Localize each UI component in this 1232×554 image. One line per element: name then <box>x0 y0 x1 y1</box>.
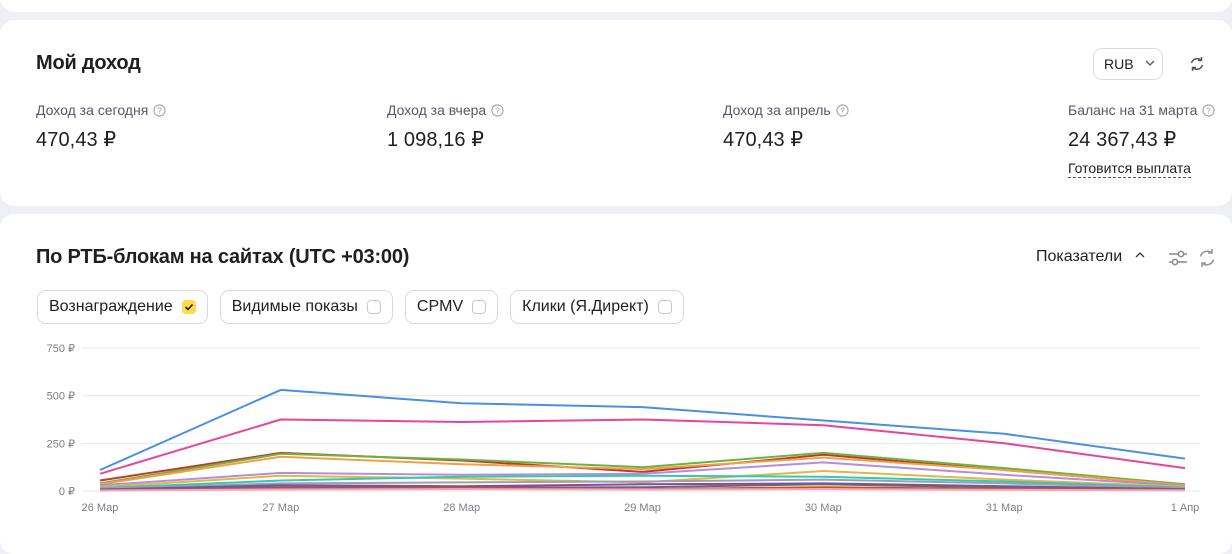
currency-value: RUB <box>1104 56 1134 72</box>
metric-april: Доход за апрель ? 470,43 ₽ <box>723 102 849 152</box>
help-icon[interactable]: ? <box>1202 103 1215 117</box>
checkbox-checked-icon[interactable] <box>181 300 196 314</box>
chip-label: CPMV <box>416 298 464 315</box>
series-line-12[interactable] <box>99 488 1186 492</box>
checkbox-icon[interactable] <box>472 300 487 314</box>
metric-yesterday: Доход за вчера ? 1 098,16 ₽ <box>387 102 504 152</box>
chip-visible-impressions[interactable]: Видимые показы <box>219 290 393 324</box>
x-tick-label: 30 Мар <box>805 502 842 514</box>
metric-label: Доход за вчера <box>387 102 487 118</box>
chip-label: Клики (Я.Директ) <box>522 298 649 315</box>
metric-value: 24 367,43 ₽ <box>1068 129 1177 151</box>
payout-status-link[interactable]: Готовится выплата <box>1068 160 1191 178</box>
help-icon[interactable]: ? <box>836 103 849 117</box>
x-tick-label: 26 Мар <box>82 502 119 514</box>
series-line-0[interactable] <box>99 388 1186 471</box>
y-tick-label: 500 ₽ <box>47 391 75 403</box>
refresh-icon[interactable] <box>1187 54 1207 74</box>
y-tick-label: 250 ₽ <box>47 438 75 450</box>
y-tick-label: 750 ₽ <box>47 343 75 355</box>
chevron-up-icon <box>1134 248 1146 266</box>
metric-label: Доход за сегодня <box>36 102 149 118</box>
metric-value: 470,43 ₽ <box>36 129 117 151</box>
chip-label: Видимые показы <box>231 298 358 315</box>
chart-section-title: По РТБ-блокам на сайтах (UTC +03:00) <box>36 246 410 268</box>
income-title: Мой доход <box>36 52 141 74</box>
metric-value: 470,43 ₽ <box>723 129 804 151</box>
x-tick-label: 1 Апр <box>1171 502 1200 514</box>
series-line-10[interactable] <box>99 483 1186 491</box>
series-line-4[interactable] <box>99 455 1186 487</box>
currency-select[interactable]: RUB <box>1093 48 1163 80</box>
svg-text:?: ? <box>157 105 162 115</box>
series-line-5[interactable] <box>99 461 1186 487</box>
top-card-edge <box>0 0 1232 12</box>
series-line-7[interactable] <box>99 474 1186 490</box>
revenue-line-chart: 0 ₽ 250 ₽ 500 ₽ 750 ₽ 26 Мар 27 Мар 28 Мар 29 М… <box>47 343 1200 514</box>
svg-text:?: ? <box>1207 105 1212 115</box>
series-line-8[interactable] <box>99 478 1186 490</box>
help-icon[interactable]: ? <box>491 103 504 117</box>
filter-settings-icon[interactable] <box>1167 247 1189 269</box>
help-icon[interactable]: ? <box>153 103 166 117</box>
x-tick-label: 29 Мар <box>624 502 661 514</box>
metric-balance: Баланс на 31 марта ? 24 367,43 ₽ Готовит… <box>1068 102 1215 178</box>
metric-value: 1 098,16 ₽ <box>387 129 485 151</box>
metric-today: Доход за сегодня ? 470,43 ₽ <box>36 102 166 152</box>
x-tick-label: 27 Мар <box>262 502 299 514</box>
indicators-label: Показатели <box>1036 248 1123 265</box>
series-line-9[interactable] <box>99 482 1186 491</box>
chip-clicks[interactable]: Клики (Я.Директ) <box>510 290 684 324</box>
chart-refresh-icon[interactable] <box>1196 246 1218 270</box>
y-tick-label: 0 ₽ <box>59 486 75 498</box>
chart-card <box>0 214 1232 554</box>
x-tick-label: 28 Мар <box>443 502 480 514</box>
svg-text:?: ? <box>495 105 500 115</box>
series-line-1[interactable] <box>99 418 1186 475</box>
svg-text:?: ? <box>840 105 845 115</box>
chip-cpmv[interactable]: CPMV <box>404 290 499 324</box>
checkbox-icon[interactable] <box>366 300 381 314</box>
metric-label: Баланс на 31 марта <box>1068 102 1198 118</box>
x-tick-label: 31 Мар <box>986 502 1023 514</box>
metric-chips: Вознаграждение Видимые показы CPMV Клики… <box>37 290 684 324</box>
income-card <box>0 20 1232 206</box>
series-line-3[interactable] <box>99 451 1186 486</box>
chevron-down-icon <box>1144 56 1156 72</box>
checkbox-icon[interactable] <box>657 300 672 314</box>
metric-label: Доход за апрель <box>723 102 831 118</box>
chip-reward[interactable]: Вознаграждение <box>37 290 208 324</box>
indicators-toggle[interactable]: Показатели <box>1036 248 1146 266</box>
chip-label: Вознаграждение <box>49 298 173 315</box>
